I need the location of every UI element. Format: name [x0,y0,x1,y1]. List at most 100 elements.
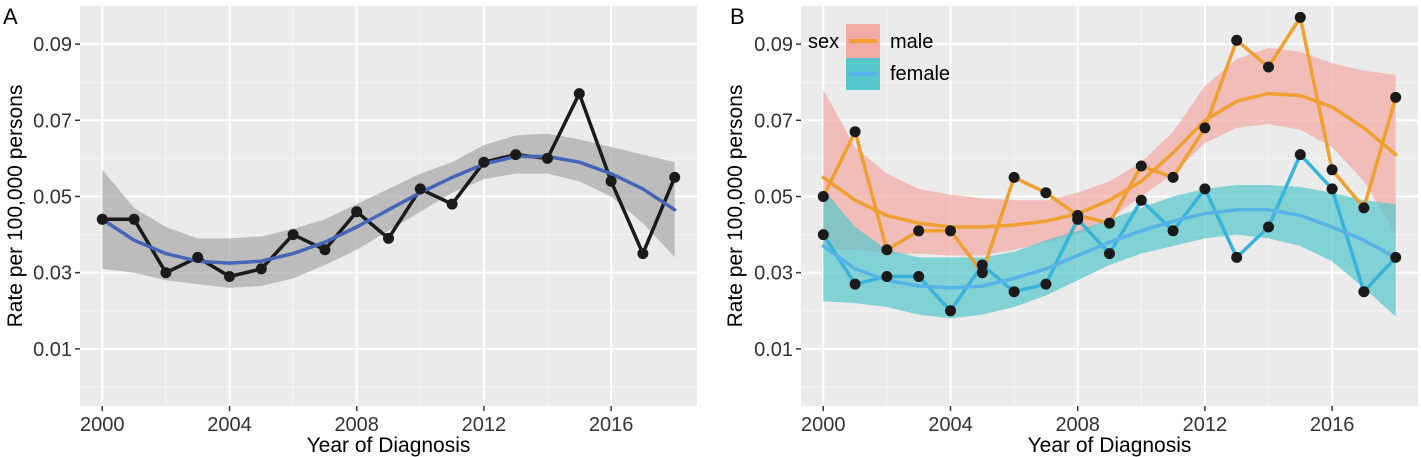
x-tick-label: 2000 [801,414,846,436]
data-point-male [1040,187,1052,199]
data-point-female [1135,194,1147,206]
data-point-female [1358,286,1370,298]
data-point-male [1390,91,1402,103]
data-points-a [96,88,681,282]
data-point-female [817,229,829,241]
data-point-overall [510,149,522,161]
panel-a: A 0.010.030.050.070.09 2000 2004 2008 2012 2… [3,4,697,457]
data-point-male [817,191,829,202]
data-point-male [1104,217,1115,229]
data-point-overall [383,232,394,244]
smooth-line-male [821,91,1398,229]
x-tick-label: 2016 [589,414,634,436]
y-tick-label: 0.07 [33,110,72,132]
panel-b: B 0.010.030.050.070.09 2000 2004 2008 2012 2… [724,4,1418,457]
legend: sex male female [808,24,950,90]
data-point-overall [446,198,458,210]
legend-label-female: female [890,63,950,85]
data-point-female [913,271,925,282]
legend-label-male: male [890,31,933,53]
data-point-male [1135,160,1147,172]
data-point-overall [224,271,235,282]
data-point-overall [192,251,204,263]
x-tick-label: 2008 [1055,414,1100,436]
data-points-b [817,11,1402,317]
y-tick-label: 0.03 [754,263,793,285]
data-point-male [913,225,925,237]
data-point-overall [128,213,140,225]
data-point-female [1199,183,1211,195]
data-point-male [1326,164,1338,176]
data-point-male [1231,34,1243,46]
y-tick-label: 0.01 [33,339,72,361]
data-point-male [945,225,956,237]
y-tick-label: 0.09 [754,34,793,56]
y-axis-title-b: Rate per 100,000 persons [724,85,747,328]
data-point-overall [637,248,649,260]
data-point-male [1167,171,1179,183]
y-tick-label: 0.07 [754,110,793,132]
data-point-female [1390,251,1402,263]
data-point-female [849,278,861,290]
y-tick-label: 0.01 [754,339,793,361]
x-axis-title-a: Year of Diagnosis [307,434,471,457]
data-point-overall [287,229,299,241]
data-point-male [1263,61,1274,73]
gridlines-a [80,5,697,406]
panel-label-a: A [3,4,18,29]
data-point-female [1167,225,1179,237]
data-point-female [1263,221,1274,233]
data-point-female [945,305,956,317]
panel-label-b: B [730,4,745,29]
data-point-male [1358,202,1370,214]
data-point-overall [605,175,617,187]
x-tick-labels-b: 2000 2004 2008 2012 2016 [801,406,1354,436]
x-tick-label: 2016 [1310,414,1355,436]
data-point-female [1008,286,1020,298]
x-tick-label: 2012 [462,414,507,436]
legend-title: sex [808,31,839,53]
data-point-overall [96,213,108,225]
y-tick-label: 0.09 [33,34,72,56]
x-tick-label: 2004 [928,414,973,436]
data-point-overall [573,88,585,100]
data-point-female [1231,251,1243,263]
data-point-female [976,259,988,271]
data-point-male [881,244,893,256]
data-point-overall [542,152,553,164]
x-tick-label: 2000 [80,414,125,436]
smooth-line-female [821,208,1398,290]
data-point-overall [319,244,331,256]
y-tick-label: 0.03 [33,263,72,285]
y-tick-label: 0.05 [754,186,793,208]
confidence-band-male [823,47,1396,256]
data-point-overall [478,156,490,168]
data-point-overall [255,263,267,275]
x-tick-label: 2008 [334,414,379,436]
x-tick-label: 2012 [1183,414,1228,436]
data-point-female [1072,213,1084,225]
data-point-female [881,271,893,282]
data-point-male [1294,11,1306,23]
x-axis-title-b: Year of Diagnosis [1028,434,1192,457]
data-point-overall [669,171,681,183]
y-tick-label: 0.05 [33,186,72,208]
y-tick-labels-a: 0.01 0.03 0.05 0.07 0.09 [33,34,80,361]
data-point-overall [414,183,426,195]
x-tick-labels-a: 2000 2004 2008 2012 2016 [80,406,633,436]
data-point-female [1326,183,1338,195]
smooth-lines-b [821,91,1398,290]
x-tick-label: 2004 [207,414,252,436]
y-axis-title-a: Rate per 100,000 persons [4,85,27,328]
y-tick-labels-b: 0.01 0.03 0.05 0.07 0.09 [754,34,801,361]
data-point-male [976,267,988,279]
data-point-male [1199,122,1211,134]
data-point-female [1294,149,1306,161]
data-point-male [1008,171,1020,183]
data-point-female [1040,278,1052,290]
data-point-overall [160,267,172,279]
data-point-male [849,126,861,138]
data-point-overall [351,206,363,218]
data-point-female [1104,248,1115,260]
